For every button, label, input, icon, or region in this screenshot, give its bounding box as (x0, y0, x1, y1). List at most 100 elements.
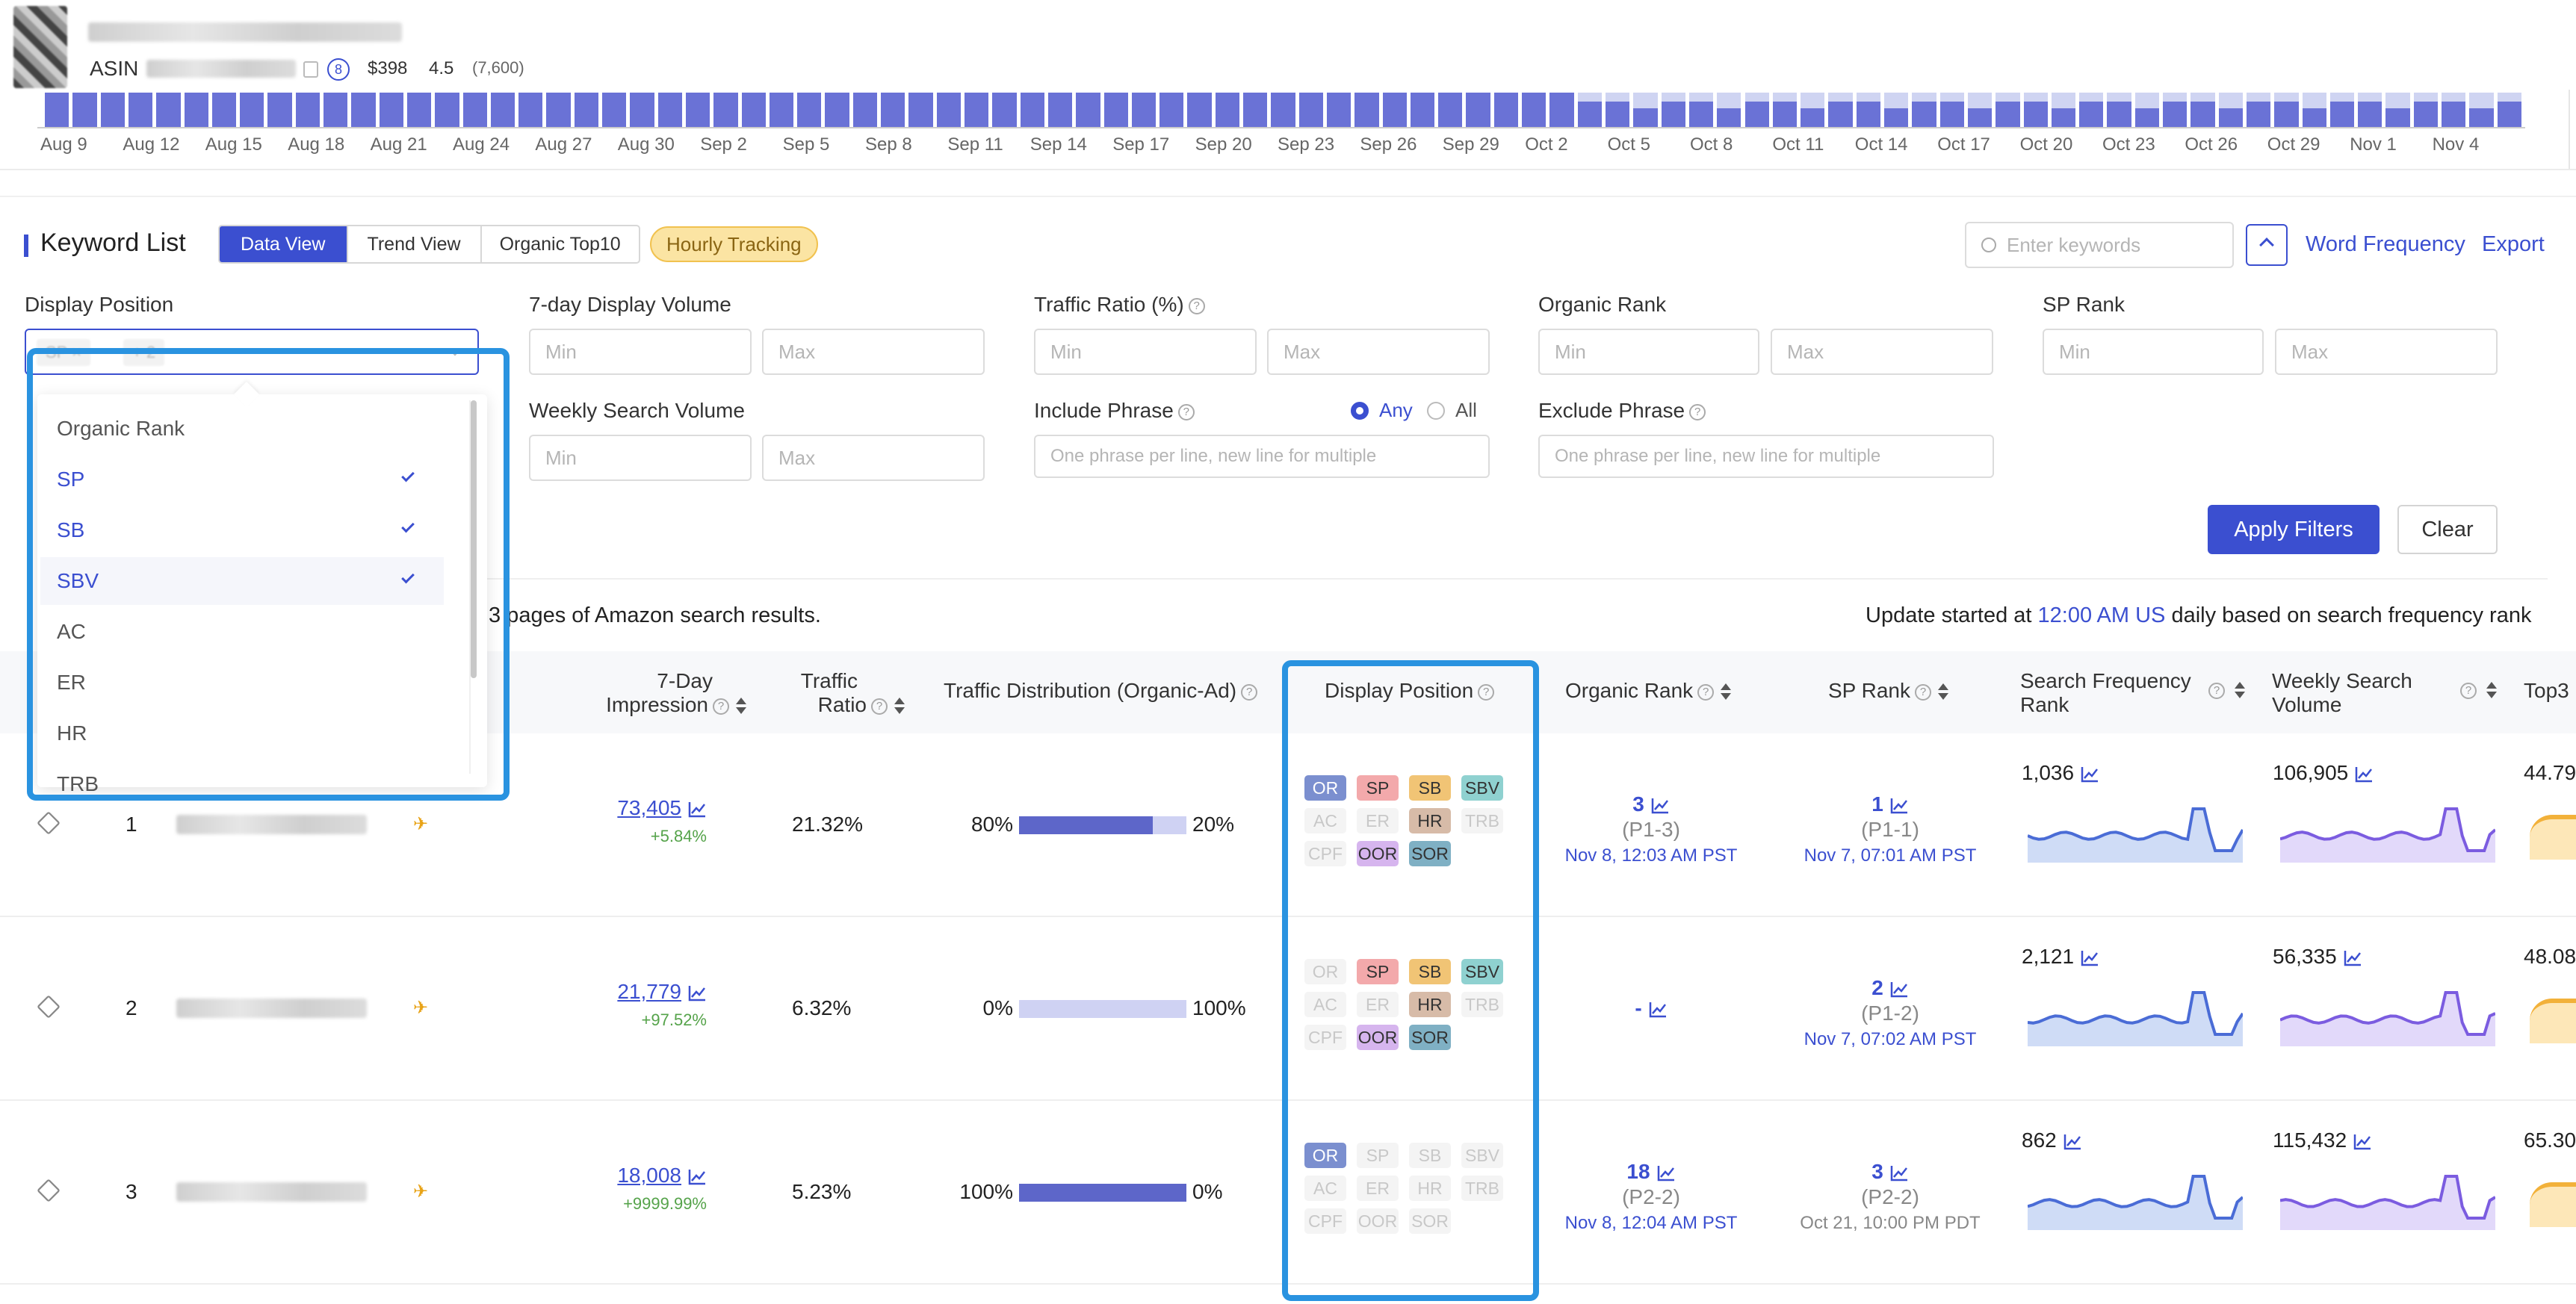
keyword-search-input[interactable]: Enter keywords (1965, 222, 2234, 268)
trend-chart-icon[interactable] (2353, 1133, 2372, 1151)
timeline-bar[interactable] (1076, 93, 1100, 127)
timeline-bar[interactable] (797, 93, 822, 127)
col-impression[interactable]: 7-Day Impression? (598, 669, 747, 717)
help-icon[interactable]: ? (1241, 683, 1258, 701)
timeline-bar[interactable] (1688, 93, 1714, 127)
tool-icons[interactable]: ✈ (413, 814, 429, 834)
timeline-bar[interactable] (45, 93, 69, 127)
timeline-bar[interactable] (2329, 93, 2355, 127)
weekly-search-sparkline[interactable] (2280, 1170, 2495, 1230)
col-traffic-ratio[interactable]: Traffic Ratio? (793, 669, 905, 717)
weekly-search-volume-value[interactable]: 115,432 (2273, 1128, 2372, 1152)
impression-value[interactable]: 21,779 (568, 980, 707, 1004)
position-tag[interactable]: HR (1409, 808, 1451, 833)
col-display-position[interactable]: Display Position? (1325, 679, 1495, 703)
search-frequency-rank-value[interactable]: 1,036 (2022, 761, 2099, 785)
timeline-bar[interactable] (490, 93, 515, 127)
search-frequency-rank-value[interactable]: 2,121 (2022, 945, 2099, 969)
table-row[interactable] (0, 1101, 2576, 1285)
tool-icons[interactable]: ✈ (413, 1182, 429, 1202)
timeline-bar[interactable] (267, 93, 292, 127)
timeline-bar[interactable] (1661, 93, 1685, 127)
timeline-bar[interactable] (546, 93, 571, 127)
timeline-bar[interactable] (2190, 93, 2215, 127)
timeline-bar[interactable] (156, 93, 181, 127)
dropdown-option[interactable]: HR (57, 721, 87, 745)
timeline-bar[interactable] (2163, 93, 2188, 127)
timeline-bar[interactable] (685, 93, 710, 127)
timeline-bar[interactable] (1410, 93, 1435, 127)
search-frequency-sparkline[interactable] (2028, 987, 2243, 1046)
sp-rank-min[interactable]: Min (2043, 329, 2264, 375)
include-any-radio[interactable]: Any (1351, 399, 1413, 422)
timeline-bar[interactable] (741, 93, 766, 127)
timeline-bar[interactable] (2079, 93, 2104, 127)
timeline-bar[interactable] (406, 93, 432, 127)
position-tag[interactable]: AC (1304, 992, 1346, 1017)
weekly-search-volume-value[interactable]: 106,905 (2273, 761, 2374, 785)
sp-rank-value[interactable]: 1 (1793, 792, 1987, 816)
organic-rank-value[interactable]: 18 (1554, 1160, 1748, 1184)
position-tag[interactable]: SOR (1409, 1025, 1451, 1050)
timeline-bar[interactable] (713, 93, 738, 127)
position-tag[interactable]: HR (1409, 992, 1451, 1017)
keyword-text[interactable] (176, 1182, 367, 1202)
timeline-bar[interactable] (936, 93, 961, 127)
timeline-bar[interactable] (2134, 93, 2160, 127)
copy-icon[interactable] (303, 61, 318, 78)
timeline-bar[interactable] (1577, 93, 1602, 127)
timeline-bar[interactable] (908, 93, 933, 127)
position-tag[interactable]: SB (1409, 959, 1451, 984)
timeline-bar[interactable] (435, 93, 459, 127)
sort-icon[interactable] (2486, 681, 2498, 701)
position-tag[interactable]: SB (1409, 1143, 1451, 1168)
position-tag[interactable]: OOR (1357, 1025, 1399, 1050)
timeline-bar[interactable] (184, 93, 208, 127)
timeline-bar[interactable] (518, 93, 543, 127)
distribution-bar[interactable] (1019, 1000, 1186, 1018)
timeline-bar[interactable] (1996, 93, 2020, 127)
timeline-bar[interactable] (2385, 93, 2410, 127)
timeline-bar[interactable] (462, 93, 487, 127)
timeline-bar[interactable] (1047, 93, 1073, 127)
timeline-bar[interactable] (2442, 93, 2466, 127)
export-link[interactable]: Export (2482, 232, 2545, 256)
organic-rank-value[interactable]: 3 (1554, 792, 1748, 816)
timeline-bar[interactable] (2469, 93, 2494, 127)
tool-icons[interactable]: ✈ (413, 998, 429, 1018)
position-tag[interactable]: SOR (1409, 1208, 1451, 1234)
sp-rank-value[interactable]: 3 (1793, 1160, 1987, 1184)
dropdown-option[interactable]: SP (40, 456, 444, 503)
timeline-bar[interactable] (1298, 93, 1323, 127)
timeline-bar[interactable] (1912, 93, 1936, 127)
dropdown-option[interactable]: SBV (40, 557, 444, 605)
position-tag[interactable]: SBV (1461, 775, 1503, 801)
weekly-search-volume-min[interactable]: Min (529, 435, 752, 481)
timeline-bar[interactable] (1939, 93, 1964, 127)
col-traffic-distribution[interactable]: Traffic Distribution (Organic-Ad)? (944, 679, 1258, 703)
timeline-bar[interactable] (1633, 93, 1658, 127)
timeline-bar[interactable] (1103, 93, 1128, 127)
position-tag[interactable]: SBV (1461, 1143, 1503, 1168)
timeline-bar[interactable] (2413, 93, 2439, 127)
trend-chart-icon[interactable] (687, 1168, 707, 1186)
traffic-ratio-min[interactable]: Min (1034, 329, 1257, 375)
timeline-bar[interactable] (72, 93, 97, 127)
organic-rank-value[interactable]: - (1554, 996, 1748, 1020)
col-weekly-search-volume[interactable]: Weekly Search Volume ? (2272, 669, 2498, 717)
timeline-bar[interactable] (295, 93, 321, 127)
trend-chart-icon[interactable] (1889, 797, 1909, 815)
timeline-bar[interactable] (2246, 93, 2271, 127)
position-tag[interactable]: OOR (1357, 841, 1399, 866)
timeline-bar[interactable] (1522, 93, 1546, 127)
position-tag[interactable]: CPF (1304, 841, 1346, 866)
distribution-bar[interactable] (1019, 816, 1186, 834)
position-tag[interactable]: ER (1357, 808, 1399, 833)
position-tag[interactable]: SP (1357, 775, 1399, 801)
trend-chart-icon[interactable] (2343, 949, 2362, 967)
tab-data-view[interactable]: Data View (220, 226, 347, 262)
timeline-bar[interactable] (128, 93, 153, 127)
distribution-bar[interactable] (1019, 1184, 1186, 1202)
position-tag[interactable]: TRB (1461, 1176, 1503, 1201)
weekly-search-sparkline[interactable] (2280, 987, 2495, 1046)
